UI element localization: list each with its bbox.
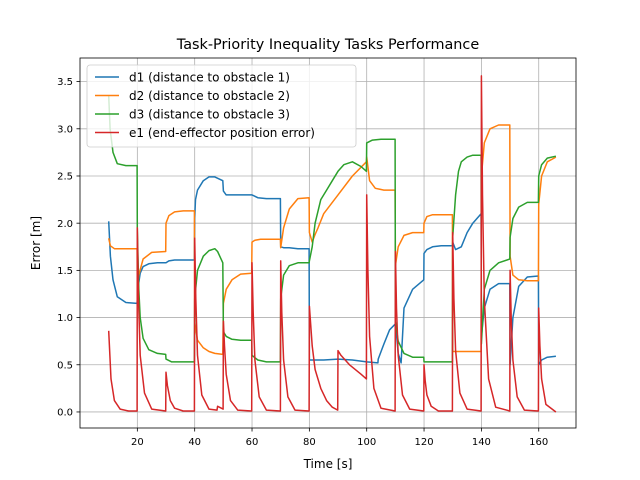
series-layer bbox=[107, 75, 557, 413]
legend-label-1: d1 (distance to obstacle 1) bbox=[129, 70, 290, 84]
x-tick-label: 60 bbox=[246, 437, 259, 448]
y-tick-label: 0.5 bbox=[57, 360, 73, 371]
legend-label-3: d3 (distance to obstacle 3) bbox=[129, 107, 290, 121]
y-axis-label: Error [m] bbox=[29, 216, 43, 270]
y-tick-label: 2.5 bbox=[57, 172, 73, 183]
chart-title: Task-Priority Inequality Tasks Performan… bbox=[176, 37, 480, 53]
x-tick-label: 140 bbox=[472, 437, 491, 448]
y-tick-label: 2.0 bbox=[57, 219, 73, 230]
x-axis-label: Time [s] bbox=[303, 457, 353, 471]
legend-box bbox=[86, 64, 357, 148]
y-tick-label: 3.5 bbox=[57, 77, 73, 88]
y-tick-label: 0.0 bbox=[57, 408, 73, 419]
plot-frame bbox=[79, 57, 577, 429]
y-tick-label: 1.0 bbox=[57, 313, 73, 324]
x-tick-label: 80 bbox=[303, 437, 316, 448]
legend-label-4: e1 (end-effector position error) bbox=[129, 126, 315, 140]
x-tick-label: 120 bbox=[414, 437, 433, 448]
x-tick-label: 100 bbox=[357, 437, 376, 448]
legend-label-2: d2 (distance to obstacle 2) bbox=[129, 89, 290, 103]
y-tick-label: 1.5 bbox=[57, 266, 73, 277]
x-tick-label: 160 bbox=[529, 437, 548, 448]
legend: d1 (distance to obstacle 1) d2 (distance … bbox=[86, 64, 357, 148]
y-tick-label: 3.0 bbox=[57, 124, 73, 135]
axis-ticks: 20 40 60 80 100 120 140 160 0.0 0.5 1.0 1.5 2.0 2.5 3.… bbox=[57, 77, 548, 448]
x-tick-label: 20 bbox=[131, 437, 144, 448]
x-tick-label: 40 bbox=[188, 437, 201, 448]
series-line-4 bbox=[107, 75, 557, 413]
